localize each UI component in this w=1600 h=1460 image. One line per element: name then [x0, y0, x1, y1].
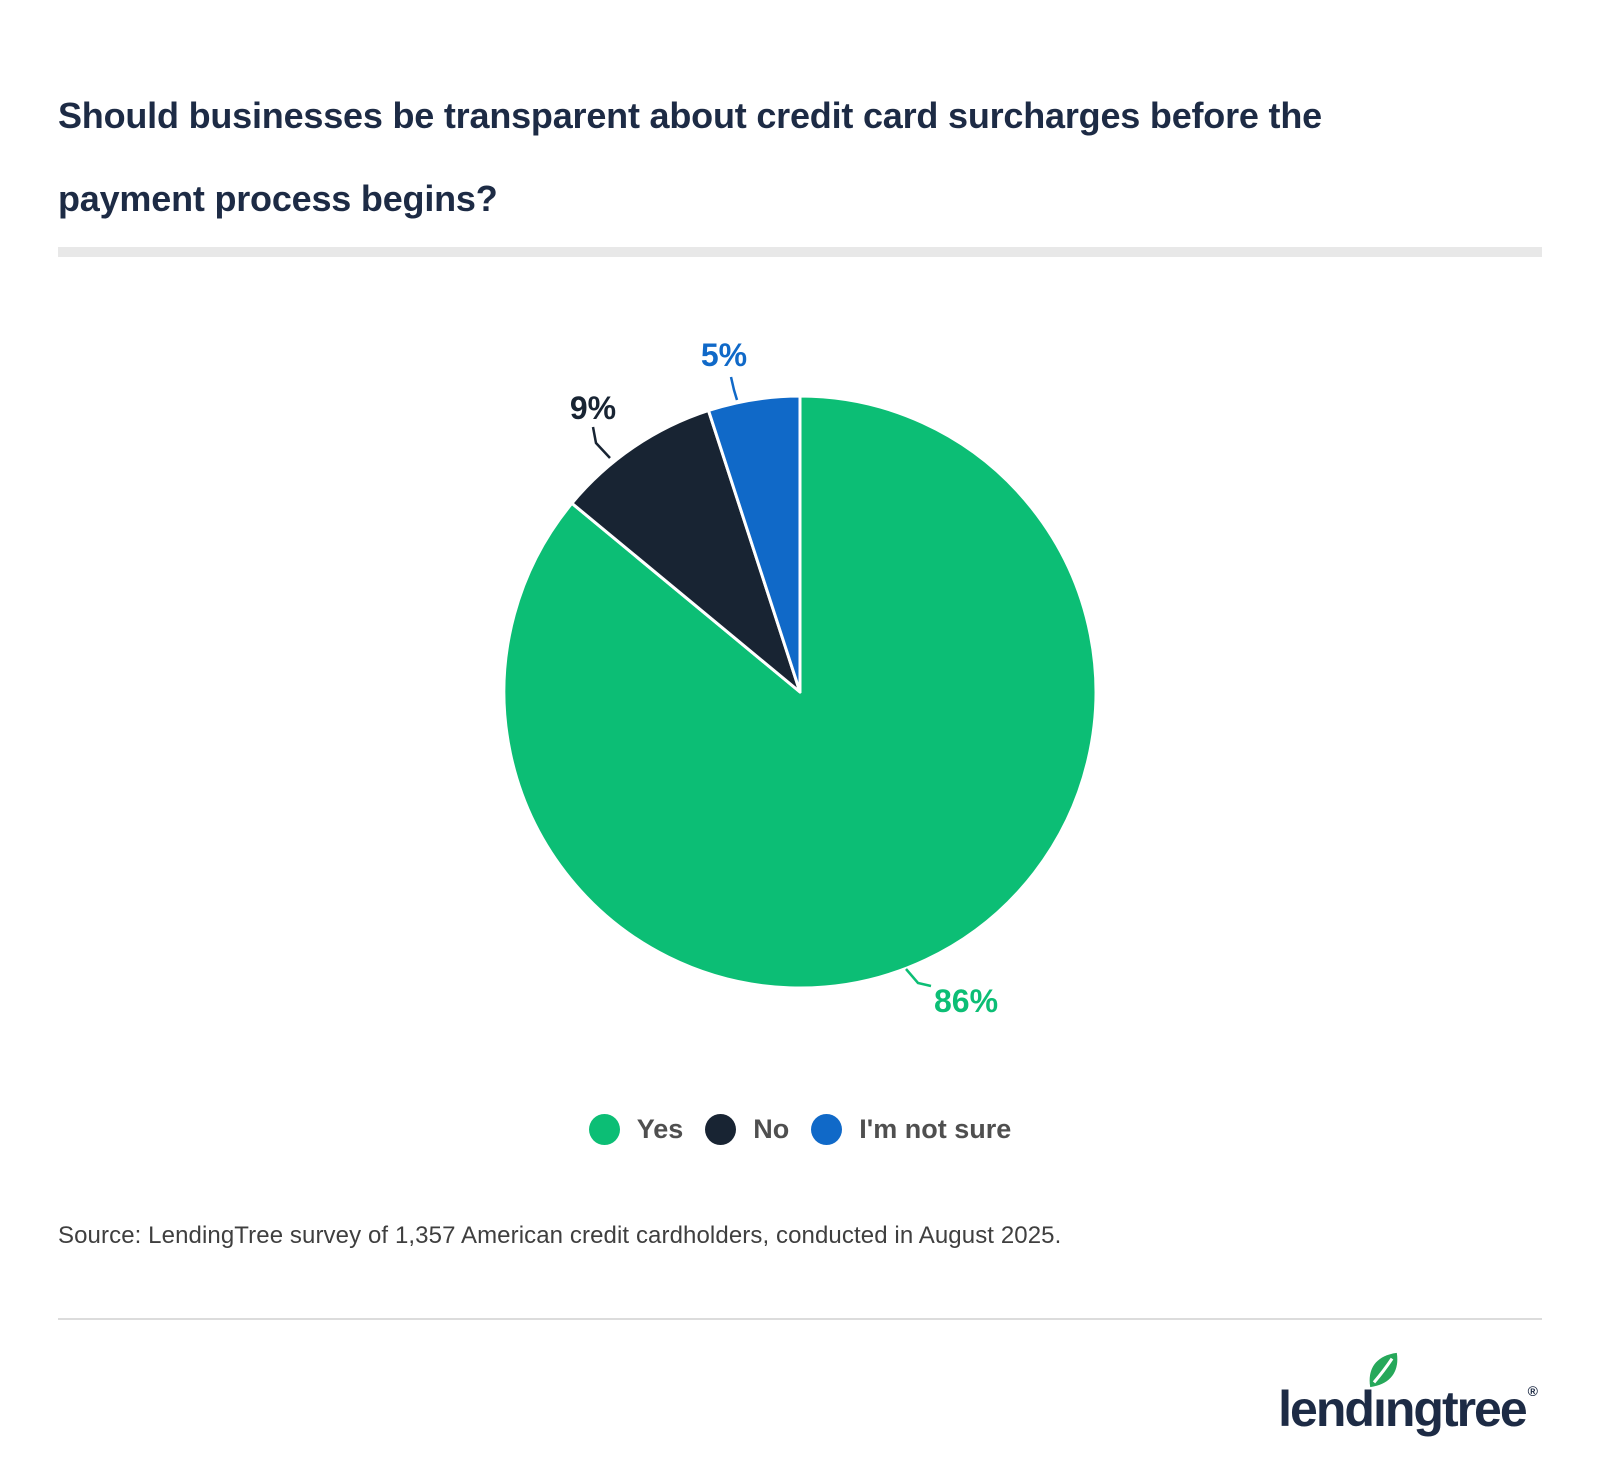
lendingtree-logo: lend ıngtree ® — [1278, 1352, 1538, 1446]
chart-legend: Yes No I'm not sure — [0, 1114, 1600, 1145]
legend-dot-yes-icon — [588, 1114, 620, 1145]
legend-label-yes: Yes — [636, 1114, 684, 1144]
source-note: Source: LendingTree survey of 1,357 Amer… — [58, 1222, 1062, 1249]
callout-line-yes — [905, 968, 932, 988]
legend-item-not-sure: I'm not sure — [811, 1114, 1011, 1145]
callout-line-no — [591, 426, 611, 459]
callout-label-no: 9% — [570, 390, 616, 426]
pie-slice-no — [570, 409, 802, 694]
pie-slice-not-sure — [707, 394, 802, 694]
chart-title: Should businesses be transparent about c… — [58, 74, 1322, 240]
legend-label-no: No — [753, 1114, 790, 1144]
chart-title-line-2: payment process begins? — [58, 178, 498, 219]
callout-label-yes: 86% — [934, 983, 998, 1019]
pie-callouts: 86% 9% 5% — [570, 337, 998, 1019]
legend-item-no: No — [705, 1114, 789, 1145]
callout-line-not-sure — [729, 376, 739, 401]
logo-text-after-i: ngtree — [1384, 1381, 1528, 1437]
legend-dot-no-icon — [705, 1114, 737, 1145]
logo-text-before-i: lend — [1278, 1381, 1375, 1437]
legend-label-not-sure: I'm not sure — [859, 1114, 1012, 1144]
title-divider-bar — [58, 247, 1542, 257]
logo-letter-i: ı — [1369, 1352, 1398, 1434]
footer-divider-line — [58, 1318, 1542, 1320]
logo-registered-mark: ® — [1527, 1383, 1538, 1399]
chart-title-line-1: Should businesses be transparent about c… — [58, 95, 1322, 136]
legend-dot-not-sure-icon — [811, 1114, 843, 1145]
pie-slices — [502, 394, 1098, 990]
callout-label-not-sure: 5% — [701, 337, 747, 373]
leaf-icon — [1369, 1352, 1398, 1388]
legend-item-yes: Yes — [588, 1114, 684, 1145]
